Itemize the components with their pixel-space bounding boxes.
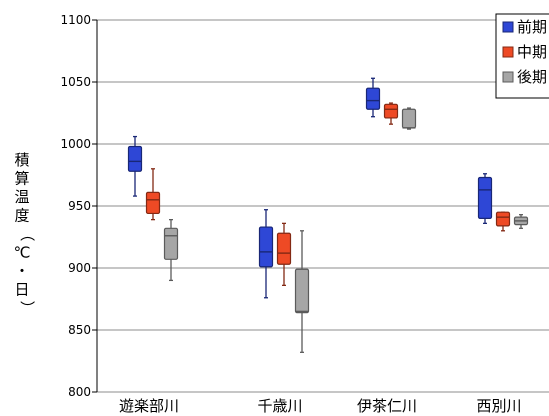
box-前期: [477, 176, 493, 219]
y-label-char: 算: [14, 170, 29, 188]
box-後期: [163, 227, 179, 260]
box-中期: [276, 232, 292, 265]
y-tick-label: 950: [68, 199, 91, 213]
legend-swatch: [502, 46, 514, 58]
box-後期: [294, 268, 310, 314]
y-label-char: （: [18, 226, 36, 241]
legend-swatch: [502, 71, 514, 83]
grid-lines: [97, 19, 549, 393]
legend-swatch: [502, 21, 514, 33]
box-前期: [127, 145, 143, 172]
box-後期: [401, 108, 417, 129]
x-category-label: 西別川: [476, 397, 521, 415]
y-tick-label: 1050: [60, 75, 91, 89]
y-tick-label: 900: [68, 261, 91, 275]
y-label-char: ℃: [14, 244, 31, 262]
y-label-char: 度: [14, 207, 29, 225]
y-tick-label: 850: [68, 323, 91, 337]
box-前期: [258, 226, 274, 268]
y-label-char: 温: [14, 188, 29, 206]
y-tick-label: 1000: [60, 137, 91, 151]
legend-label: 後期: [517, 68, 547, 86]
legend-label: 前期: [517, 18, 547, 36]
boxes: [127, 77, 529, 353]
y-label-char: ）: [18, 300, 36, 315]
legend-label: 中期: [517, 43, 547, 61]
axes: 800 850 900 950 1000 1050 1100 遊楽部川 千歳川 伊茶仁川 西別川: [60, 13, 521, 415]
y-label-char: 日: [14, 281, 29, 299]
y-tick-label: 1100: [60, 13, 91, 27]
y-tick-label: 800: [68, 385, 91, 399]
box-中期: [495, 211, 511, 227]
box-中期: [383, 103, 399, 119]
x-category-label: 遊楽部川: [119, 397, 179, 415]
x-category-label: 千歳川: [257, 397, 302, 415]
box-前期: [365, 87, 381, 110]
y-label-char: 積: [14, 151, 29, 169]
x-category-label: 伊茶仁川: [357, 397, 417, 415]
y-label-char: ・: [14, 262, 29, 280]
box-中期: [145, 191, 161, 215]
